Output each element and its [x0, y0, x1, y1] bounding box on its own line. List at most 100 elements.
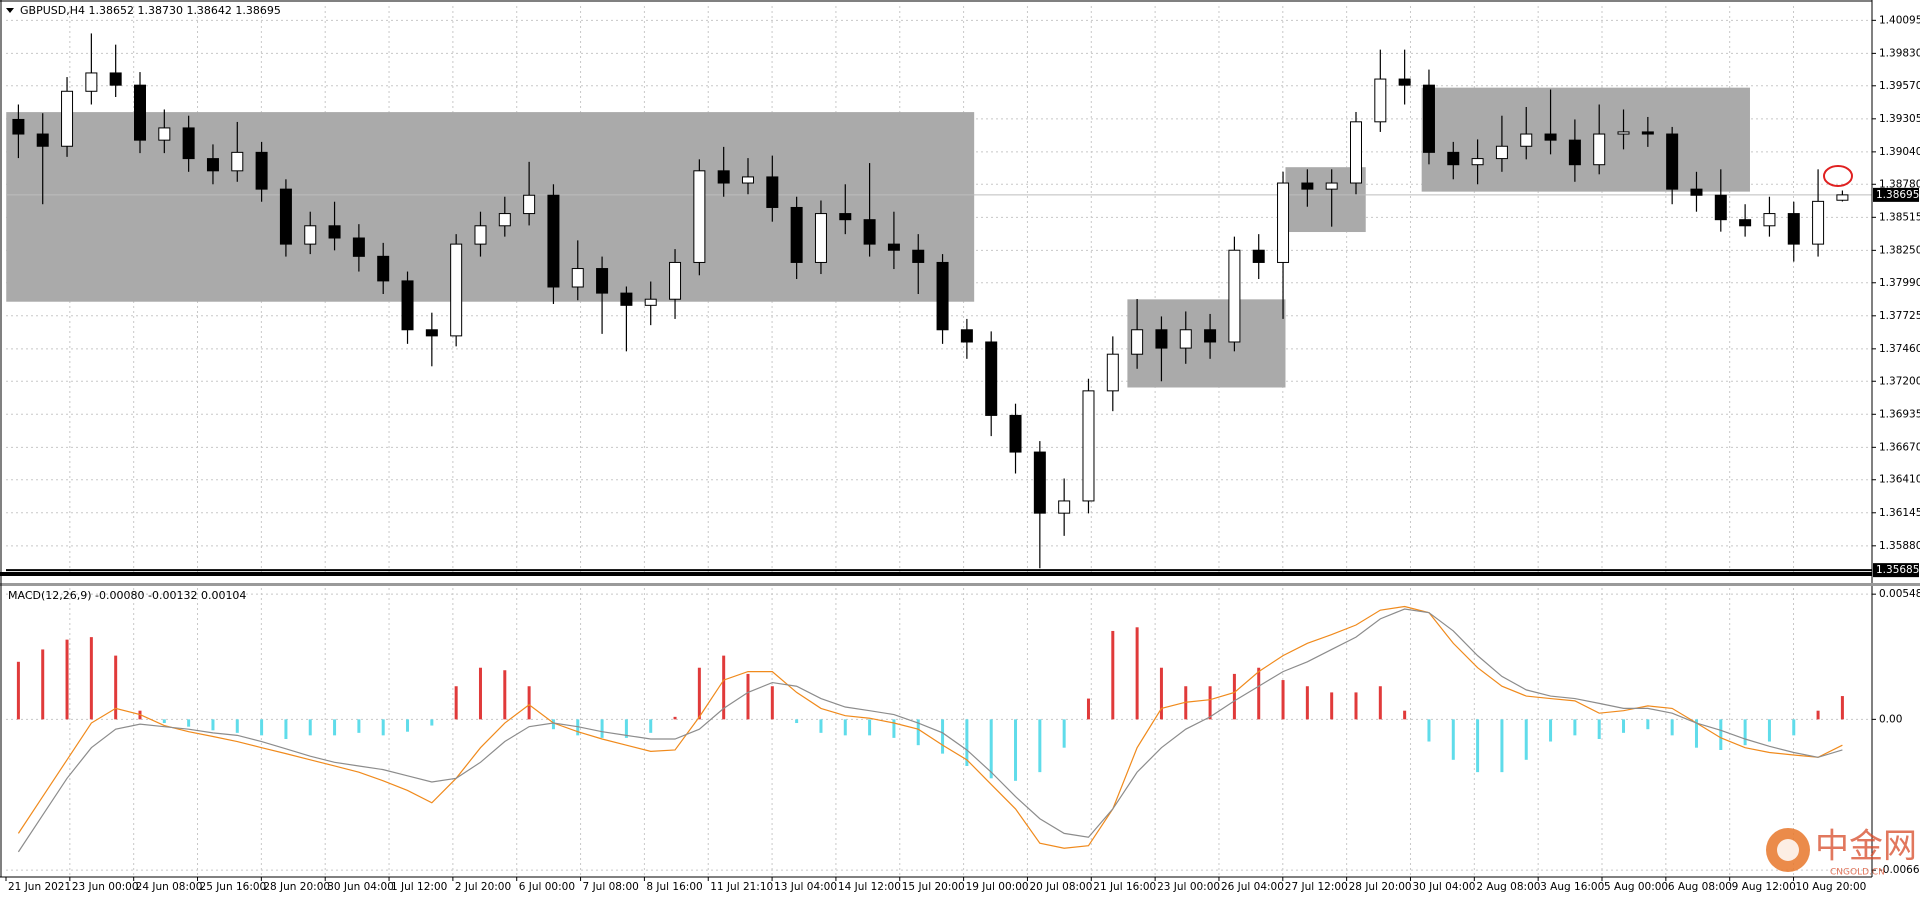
candle-body	[936, 261, 949, 331]
candle-body	[571, 268, 584, 288]
candle-body	[36, 133, 49, 147]
candle-body	[1398, 78, 1411, 86]
candle-body	[1617, 131, 1630, 135]
macd-bar	[430, 719, 434, 726]
candle-body	[814, 213, 827, 263]
macd-bar	[284, 719, 288, 740]
macd-bar	[162, 719, 166, 724]
candle-body	[1787, 213, 1800, 245]
candle-body	[109, 72, 122, 86]
y-tick-label: 1.39305	[1879, 113, 1920, 125]
macd-bar	[770, 686, 774, 720]
y-tick-label: 0.00	[1879, 713, 1902, 725]
candle-body	[1763, 213, 1776, 227]
panel-separator	[0, 572, 1872, 576]
zone	[1421, 87, 1750, 192]
candle-body	[1374, 78, 1387, 123]
macd-bar	[989, 719, 993, 779]
x-tick-label: 19 Jul 00:00	[966, 881, 1029, 893]
x-tick-label: 6 Jul 00:00	[519, 881, 575, 893]
current-price-box	[1873, 187, 1919, 202]
macd-bar	[1840, 696, 1844, 720]
macd-bar	[746, 673, 750, 720]
x-tick-label: 25 Jun 16:00	[200, 881, 267, 893]
candle-body	[401, 280, 414, 331]
y-tick-label: 1.37725	[1879, 310, 1920, 322]
y-tick-label: 1.39040	[1879, 146, 1920, 158]
macd-bar	[941, 719, 945, 754]
candle-body	[547, 194, 560, 288]
candle-body	[644, 298, 657, 306]
macd-title: MACD(12,26,9) -0.00080 -0.00132 0.00104	[8, 589, 246, 602]
candle-body	[1204, 329, 1217, 343]
candle-body	[742, 176, 754, 184]
candle-body	[1082, 390, 1095, 502]
x-tick-label: 2 Jul 20:00	[455, 881, 511, 893]
y-tick-label: 1.38250	[1879, 244, 1920, 256]
candle-body	[1252, 249, 1265, 263]
candle-body	[328, 225, 341, 239]
candle-body	[1568, 139, 1581, 166]
candle-body	[85, 72, 98, 92]
candle-body	[450, 243, 463, 337]
macd-bar	[1111, 630, 1115, 720]
candle-body	[158, 127, 171, 141]
hline-price-label: 1.35685	[1876, 564, 1919, 576]
macd-bar	[114, 655, 118, 720]
x-tick-label: 28 Jul 20:00	[1349, 881, 1412, 893]
macd-bar	[235, 719, 239, 733]
candle-body	[790, 206, 803, 263]
macd-bar	[1792, 719, 1796, 736]
y-tick-label: 1.39570	[1879, 80, 1920, 92]
candle-body	[1422, 84, 1435, 153]
macd-bar	[1086, 698, 1090, 720]
macd-bar	[1403, 710, 1407, 720]
menu-triangle[interactable]	[6, 8, 14, 13]
macd-bar	[1743, 719, 1747, 746]
chart-title: GBPUSD,H4 1.38652 1.38730 1.38642 1.3869…	[20, 4, 281, 17]
macd-bar	[1378, 686, 1382, 720]
macd-bar	[357, 719, 361, 733]
macd-bar	[260, 719, 264, 736]
candle-body	[1593, 133, 1606, 166]
y-tick-label: 1.36145	[1879, 507, 1920, 519]
x-tick-label: 21 Jul 16:00	[1093, 881, 1156, 893]
marks-layer	[6, 33, 1872, 853]
candle-body	[912, 249, 925, 263]
macd-bar	[1549, 719, 1553, 742]
candle-body	[1714, 194, 1727, 221]
candle-body	[1009, 414, 1022, 453]
y-tick-label: 1.38515	[1879, 211, 1920, 223]
macd-bar	[1062, 719, 1066, 748]
macd-bar	[843, 719, 847, 736]
macd-bar	[1719, 719, 1723, 750]
watermark: 中金网	[1815, 827, 1917, 867]
candle-body	[766, 176, 779, 208]
candle-body	[1690, 188, 1703, 196]
y-tick-label: 1.38780	[1879, 178, 1920, 190]
candle-body	[985, 341, 998, 416]
x-tick-label: 26 Jul 04:00	[1221, 881, 1284, 893]
macd-bar	[624, 719, 628, 738]
candle-body	[960, 329, 973, 343]
candle-body	[1058, 500, 1071, 514]
x-tick-label: 21 Jun 2021	[8, 881, 71, 893]
annotation-circle	[1823, 165, 1853, 187]
macd-bar	[697, 667, 701, 720]
macd-line	[17, 605, 1843, 849]
macd-bar	[1597, 719, 1601, 740]
current-price-label: 1.38695	[1876, 189, 1919, 201]
macd-bar	[1232, 673, 1236, 720]
x-tick-label: 8 Jul 16:00	[646, 881, 702, 893]
macd-bar	[1014, 719, 1018, 781]
macd-bar	[65, 639, 69, 720]
candle-body	[1739, 219, 1752, 227]
x-tick-label: 14 Jul 12:00	[838, 881, 901, 893]
macd-bar	[503, 670, 507, 720]
panel-separator-2	[0, 583, 1920, 586]
macd-bar	[819, 719, 823, 733]
candle-body	[1544, 133, 1557, 141]
macd-bar	[1816, 710, 1820, 720]
x-tick-label: 23 Jun 00:00	[72, 881, 139, 893]
macd-bar	[1524, 719, 1528, 760]
